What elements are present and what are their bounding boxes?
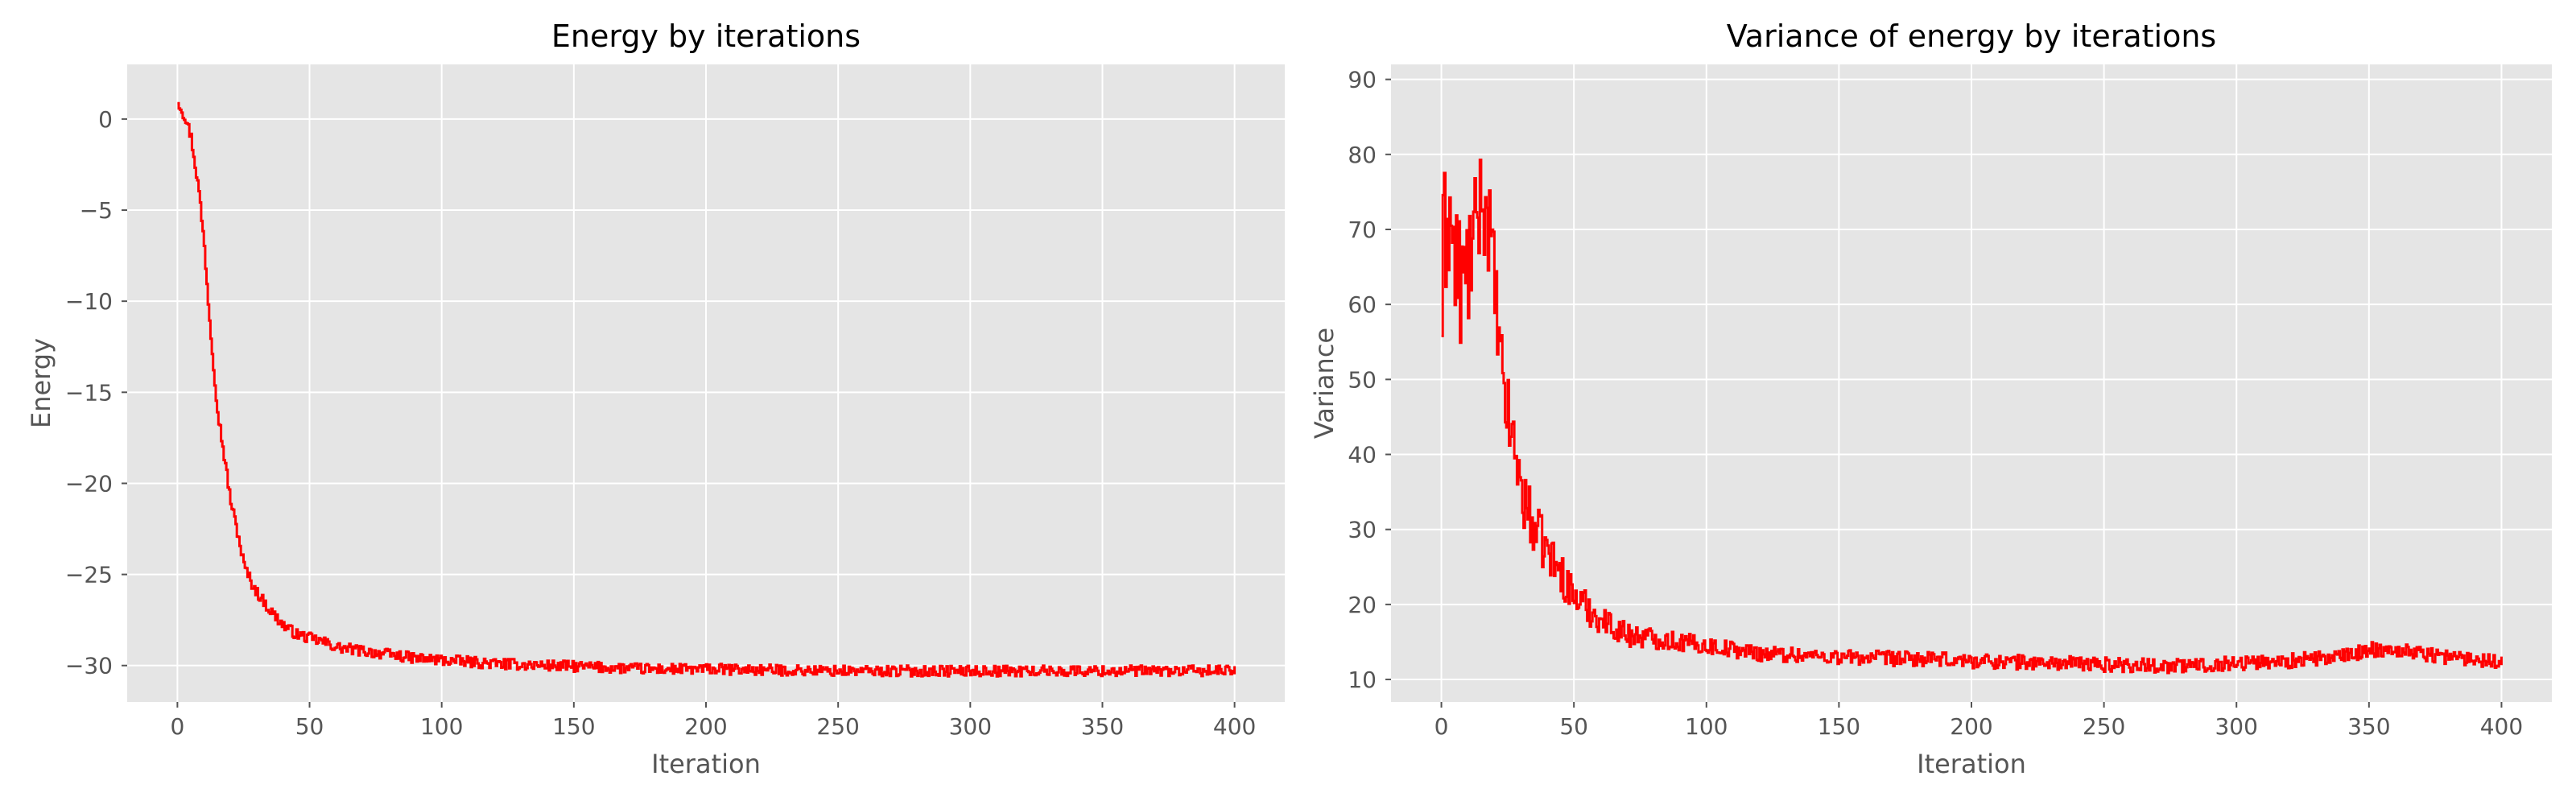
variance-x-tick-label: 150	[1818, 713, 1860, 740]
variance-y-tick-label: 80	[1348, 142, 1377, 168]
energy-y-tick-label: −30	[65, 653, 113, 679]
energy-x-tick-label: 250	[816, 713, 859, 740]
variance-x-tick-label: 400	[2480, 713, 2523, 740]
chart-variance: 0 50 100 150 200 250 300 350 400 10 20 30 40 50 60 70 80…	[1309, 19, 2552, 779]
variance-y-tick-label: 40	[1348, 442, 1377, 469]
variance-x-tick-label: 50	[1559, 713, 1588, 740]
energy-series-line	[177, 101, 1236, 678]
variance-x-tick-label: 100	[1685, 713, 1728, 740]
energy-y-tick-label: 0	[98, 106, 113, 133]
energy-x-tick-label: 150	[552, 713, 595, 740]
chart-energy: 0 50 100 150 200 250 300 350 400 0 −5 −10 −15 −20 −25 −…	[26, 19, 1285, 779]
energy-x-tick-label: 350	[1081, 713, 1124, 740]
variance-y-tick-label: 70	[1348, 217, 1377, 243]
energy-x-tick-label: 0	[170, 713, 184, 740]
energy-chart-title: Energy by iterations	[551, 19, 861, 54]
variance-x-tick-label: 250	[2083, 713, 2125, 740]
variance-y-tick-label: 20	[1348, 592, 1377, 618]
energy-y-tick-label: −15	[65, 379, 113, 406]
variance-y-axis-label: Variance	[1309, 328, 1340, 439]
energy-y-tick-label: −10	[65, 288, 113, 315]
variance-y-tick-label: 60	[1348, 291, 1377, 318]
energy-y-tick-label: −20	[65, 470, 113, 497]
variance-y-tick-label: 10	[1348, 667, 1377, 693]
variance-x-tick-label: 0	[1435, 713, 1449, 740]
variance-x-axis-label: Iteration	[1917, 749, 2026, 779]
energy-y-tick-label: −5	[80, 197, 113, 224]
variance-x-tick-label: 200	[1950, 713, 1992, 740]
energy-x-tick-label: 400	[1213, 713, 1256, 740]
variance-x-tick-label: 350	[2347, 713, 2390, 740]
energy-y-tick-label: −25	[65, 562, 113, 588]
energy-x-axis-label: Iteration	[651, 749, 761, 779]
energy-x-tick-label: 200	[684, 713, 727, 740]
energy-x-tick-label: 100	[420, 713, 463, 740]
variance-y-tick-label: 90	[1348, 67, 1377, 93]
energy-x-tick-label: 50	[295, 713, 324, 740]
variance-series-line	[1441, 159, 2503, 675]
variance-chart-title: Variance of energy by iterations	[1727, 19, 2216, 54]
energy-x-tick-label: 300	[949, 713, 992, 740]
energy-y-axis-label: Energy	[26, 338, 56, 428]
variance-y-tick-label: 50	[1348, 366, 1377, 393]
variance-x-tick-label: 300	[2215, 713, 2257, 740]
variance-y-tick-label: 30	[1348, 517, 1377, 543]
